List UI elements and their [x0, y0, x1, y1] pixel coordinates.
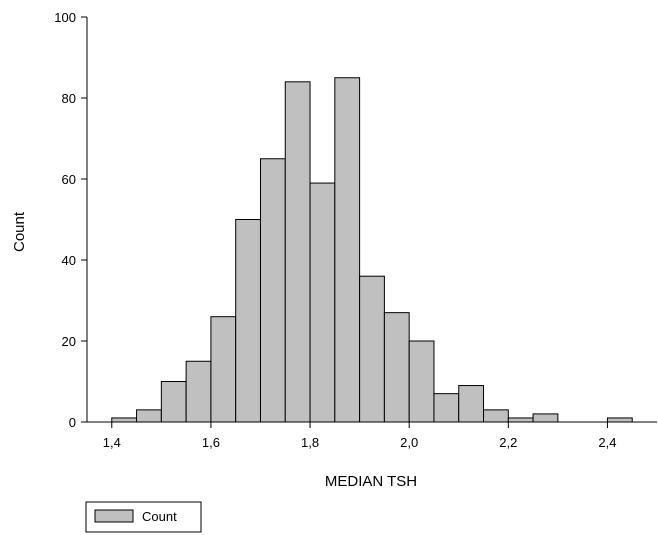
histogram-bar [185, 360, 212, 423]
x-axis-label: MEDIAN TSH [325, 473, 417, 490]
histogram-bar [259, 158, 286, 423]
legend: Count [85, 501, 202, 533]
histogram-bar [160, 381, 187, 423]
y-ticks-group: 0 20 40 60 80 100 [54, 10, 87, 430]
y-tick-label: 40 [62, 253, 76, 268]
bars-group [111, 77, 633, 423]
histogram-bar [235, 219, 261, 423]
histogram-bar [483, 409, 509, 423]
histogram-bar [408, 340, 435, 423]
x-ticks-group: 1,4 1,6 1,8 2,0 2,2 2,4 [103, 422, 616, 450]
histogram-bar [334, 77, 361, 423]
histogram-bar [606, 417, 633, 423]
y-tick-label: 60 [62, 172, 76, 187]
x-tick-label: 1,6 [202, 435, 220, 450]
histogram-bar [309, 182, 336, 423]
x-tick-label: 1,8 [301, 435, 319, 450]
histogram-bar [458, 385, 485, 423]
histogram-bar [383, 312, 410, 423]
histogram-bar [359, 275, 385, 423]
x-tick-label: 2,2 [499, 435, 517, 450]
histogram-bar [210, 316, 237, 423]
x-tick-label: 2,4 [598, 435, 616, 450]
y-tick-label: 100 [54, 10, 76, 25]
x-tick-label: 1,4 [103, 435, 121, 450]
legend-label-count: Count [142, 509, 177, 524]
x-tick-label: 2,0 [400, 435, 418, 450]
y-tick-label: 20 [62, 334, 76, 349]
histogram-bar [532, 413, 559, 423]
histogram-bar [111, 417, 138, 423]
histogram-bar [507, 417, 534, 423]
y-tick-label: 80 [62, 91, 76, 106]
y-tick-label: 0 [69, 415, 76, 430]
histogram-bar [136, 409, 162, 423]
legend-swatch [94, 509, 134, 523]
histogram-bar [284, 81, 311, 423]
y-axis-label: Count [11, 211, 28, 252]
histogram-bar [433, 393, 460, 423]
axes-group [86, 17, 657, 423]
